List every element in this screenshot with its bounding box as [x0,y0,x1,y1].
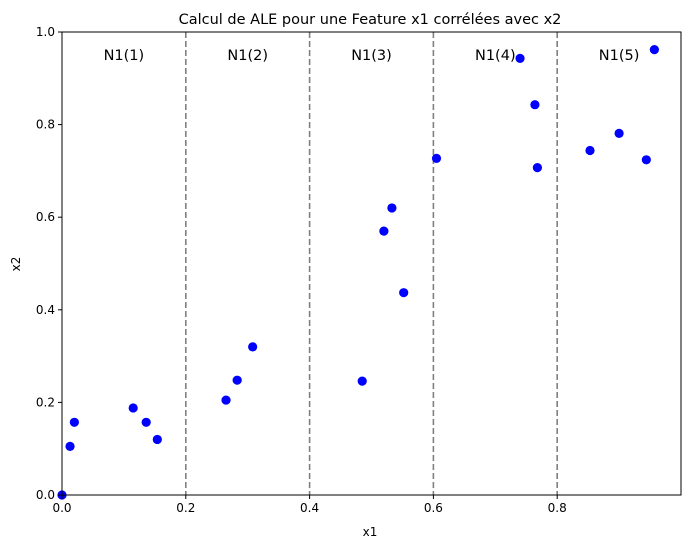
x-tick-label-2: 0.2 [176,501,195,515]
data-point-19 [614,128,624,138]
data-point-16 [530,100,540,110]
region-label-4: N1(4) [475,48,516,64]
data-point-3 [69,417,79,427]
y-tick-label-5: 0.8 [36,118,55,132]
data-point-2 [65,441,75,451]
region-label-2: N1(2) [227,48,268,64]
data-point-9 [248,342,258,352]
data-point-12 [387,203,397,213]
data-point-14 [431,153,442,163]
chart-title: Calcul de ALE pour une Feature x1 corrél… [179,12,562,28]
data-point-6 [152,434,162,445]
data-point-5 [141,417,151,427]
region-label-1: N1(1) [104,48,145,64]
data-point-13 [399,288,409,298]
data-point-8 [232,375,242,385]
plot-area: N1(1) N1(2) N1(3) N1(4) N1(5) 0.0 0.2 0.4 0.6 0.8… [36,25,682,515]
data-point-4 [128,403,138,413]
y-tick-label-2: 0.2 [36,395,55,409]
x-axis-label: x1 [363,525,378,539]
y-tick-label-4: 0.6 [36,210,55,224]
data-point-7 [221,395,231,405]
data-point-10 [357,376,367,386]
y-tick-label-3: 0.4 [36,303,55,317]
data-point-18 [585,145,595,156]
y-axis-label: x2 [9,257,23,272]
region-label-5: N1(5) [599,48,640,64]
x-tick-label-3: 0.4 [300,501,319,515]
data-point-11 [379,226,389,236]
x-tick-label-5: 0.8 [548,501,567,515]
y-tick-label-6: 1.0 [36,25,55,39]
data-point-17 [532,163,542,173]
plot-frame [61,31,682,496]
x-tick-label-1: 0.0 [52,501,71,515]
data-point-15 [515,53,525,63]
x-tick-label-4: 0.6 [424,501,443,515]
y-tick-label-1: 0.0 [36,488,55,502]
data-point-20 [641,155,651,165]
data-point-21 [649,44,659,55]
region-label-3: N1(3) [351,48,392,64]
